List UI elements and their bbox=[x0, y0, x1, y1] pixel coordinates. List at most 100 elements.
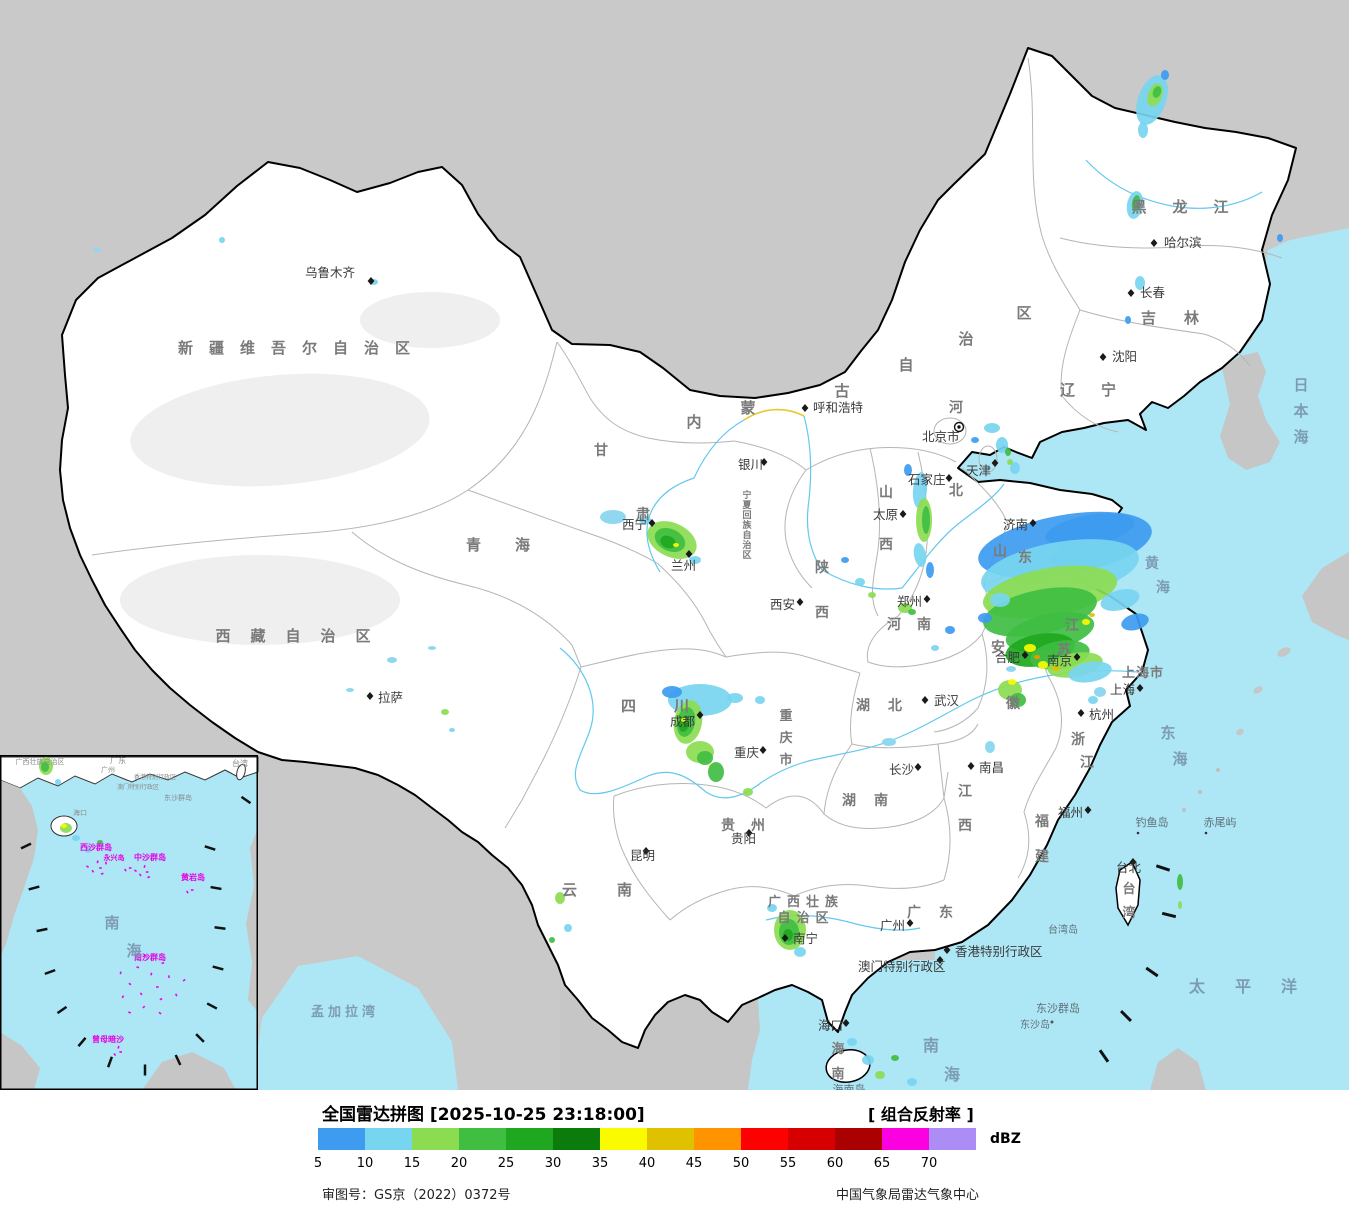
prov-label: 河南 bbox=[887, 616, 947, 633]
radar-echo bbox=[1010, 462, 1020, 474]
inset-malay-land bbox=[0, 1032, 40, 1090]
sea-label: 海 bbox=[1156, 579, 1170, 596]
radar-echo bbox=[794, 947, 806, 957]
city-marker bbox=[914, 763, 922, 771]
city-label: 济南 bbox=[1003, 517, 1028, 532]
legend-tick: 30 bbox=[544, 1156, 562, 1171]
city-marker bbox=[936, 956, 944, 964]
inset-island-dot bbox=[190, 889, 194, 891]
radar-echo bbox=[907, 1078, 917, 1086]
city-label: 成都 bbox=[670, 714, 696, 729]
city-label: 兰州 bbox=[671, 558, 696, 573]
inset-island-dot bbox=[139, 992, 143, 996]
legend-color-cell bbox=[835, 1128, 882, 1150]
prov-label: 南 bbox=[831, 1066, 844, 1082]
boundary-dash bbox=[195, 1033, 205, 1043]
radar-echo bbox=[639, 516, 651, 524]
prov-label: 自 bbox=[742, 529, 751, 541]
prov-label: 贵州 bbox=[721, 817, 781, 834]
radar-echo bbox=[1121, 613, 1149, 631]
sea-label: 日 bbox=[1293, 376, 1308, 394]
radar-echo bbox=[743, 788, 753, 796]
legend-tick: 65 bbox=[873, 1156, 891, 1171]
inset-border bbox=[0, 755, 258, 1090]
prov-label: 黑龙江 bbox=[1131, 198, 1254, 216]
prov-label: 苏 bbox=[1057, 642, 1071, 659]
map-title: 全国雷达拼图 [2025-10-25 23:18:00] bbox=[322, 1105, 645, 1125]
insetprov-label: 东沙群岛 bbox=[164, 793, 192, 802]
legend-tick: 5 bbox=[313, 1156, 323, 1171]
prov-label: 回 bbox=[742, 510, 751, 521]
city-label: 石家庄 bbox=[908, 472, 946, 487]
radar-echo bbox=[984, 423, 1000, 433]
prov-label: 治 bbox=[958, 330, 973, 348]
city-marker bbox=[899, 510, 907, 518]
terrain-shading bbox=[120, 292, 500, 645]
insetprov-label: 台湾 bbox=[232, 758, 248, 768]
city-marker bbox=[991, 459, 999, 467]
radar-echo bbox=[97, 840, 103, 844]
boundary-dash bbox=[206, 1002, 218, 1010]
city-marker bbox=[945, 474, 953, 482]
boundary-dash bbox=[1098, 1049, 1110, 1063]
insetprov-label: 海口 bbox=[73, 808, 87, 817]
isl-label: 东沙岛 bbox=[1020, 1018, 1050, 1031]
radar-echo-layer bbox=[219, 70, 1283, 1086]
prov-label: 庆 bbox=[778, 730, 792, 746]
sea-label: 海 bbox=[1172, 750, 1187, 768]
inset-island-dot bbox=[133, 869, 138, 873]
boundary-dash bbox=[1155, 864, 1171, 872]
prov-label: 徽 bbox=[1005, 695, 1021, 712]
boundary-dash bbox=[36, 927, 48, 933]
mag-label: 黄岩岛 bbox=[181, 872, 205, 882]
legend-tick: 15 bbox=[403, 1156, 421, 1171]
city-label: 台北 bbox=[1116, 860, 1142, 875]
inset-island-dot bbox=[156, 986, 159, 988]
radar-echo bbox=[926, 562, 934, 578]
inset-island-dot bbox=[142, 1005, 146, 1009]
inset-island-dot bbox=[185, 890, 189, 894]
prov-label: 福 bbox=[1034, 813, 1049, 830]
inset-island-dot bbox=[96, 860, 99, 864]
prov-label: 四川 bbox=[621, 697, 727, 715]
radar-echo bbox=[945, 626, 955, 634]
inset-island-dot bbox=[145, 871, 149, 873]
radar-echo bbox=[1100, 589, 1140, 611]
japan-island bbox=[1236, 728, 1244, 736]
prov-label: 西 bbox=[879, 537, 893, 553]
inset-island-dot bbox=[128, 982, 132, 986]
radar-echo bbox=[868, 592, 876, 598]
isl-label: 钓鱼岛 bbox=[1136, 815, 1169, 829]
city-marker bbox=[1150, 239, 1158, 247]
city-marker bbox=[906, 919, 914, 927]
inset-island-dot bbox=[150, 972, 153, 976]
mag-label: 南沙群岛 bbox=[134, 952, 166, 962]
boundary-dash bbox=[106, 1056, 114, 1068]
legend-tick: 10 bbox=[356, 1156, 374, 1171]
prov-label: 新疆维吾尔自治区 bbox=[178, 339, 426, 357]
radar-echo bbox=[1089, 613, 1095, 617]
radar-echo bbox=[1131, 195, 1141, 211]
city-marker bbox=[760, 458, 768, 466]
boundary-dash bbox=[214, 925, 226, 931]
nine-dash-line-layer bbox=[1098, 864, 1177, 1063]
prov-label: 海 bbox=[831, 1041, 844, 1057]
boundary-dash bbox=[44, 968, 56, 976]
city-marker bbox=[801, 404, 809, 412]
city-marker bbox=[1077, 709, 1085, 717]
luzon-land bbox=[1150, 1048, 1206, 1090]
prov-label: 湾 bbox=[1122, 905, 1135, 921]
city-marker bbox=[759, 746, 767, 754]
legend-tick: 20 bbox=[450, 1156, 468, 1171]
prov-label: 北 bbox=[949, 483, 963, 499]
city-label: 合肥 bbox=[995, 650, 1021, 665]
prov-label: 河 bbox=[949, 399, 963, 416]
city-label: 杭州 bbox=[1089, 707, 1114, 722]
city-marker bbox=[1084, 806, 1092, 814]
city-label: 哈尔滨 bbox=[1164, 235, 1202, 250]
inset-island-dot bbox=[123, 868, 127, 872]
radar-echo bbox=[555, 892, 565, 904]
radar-echo bbox=[1277, 234, 1283, 242]
city-label: 天津 bbox=[966, 463, 991, 478]
